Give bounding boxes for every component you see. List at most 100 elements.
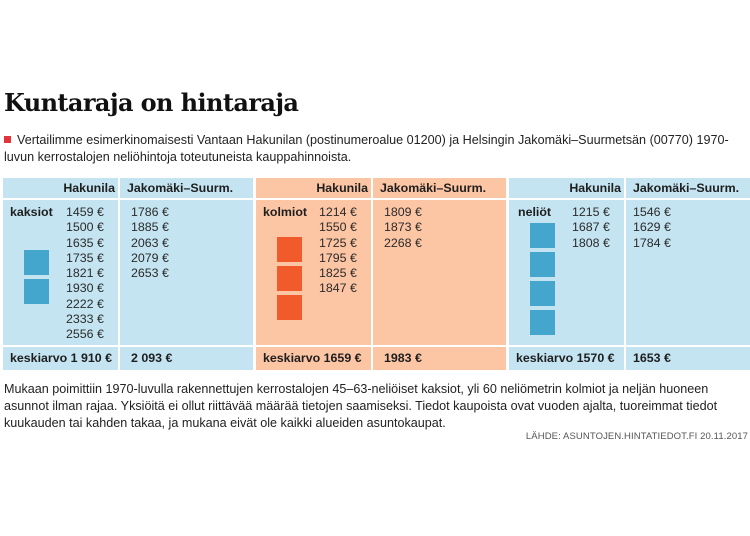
jakomaki-price-value: 2079 € (131, 250, 169, 265)
body-cell-hakunila: kolmiot 1214 €1550 €1725 €1795 €1825 €18… (256, 200, 371, 345)
avg-cell-hakunila: keskiarvo 1 910 € (3, 347, 118, 370)
jakomaki-price-value: 1873 € (384, 220, 422, 235)
intro-paragraph: Vertailimme esimerkinomaisesti Vantaan H… (4, 132, 744, 166)
avg-label: keskiarvo (263, 351, 321, 365)
header-cell-hakunila: Hakunila (3, 178, 118, 198)
hakunila-price-value: 1825 € (319, 266, 357, 281)
body-cell-jakomaki: 1786 €1885 €2063 €2079 €2653 € (120, 200, 253, 345)
avg-hakunila: 1570 € (576, 351, 615, 365)
body-row: neliöt 1215 €1687 €1808 € 1546 €1629 €17… (509, 200, 750, 345)
panel-neliot: Hakunila Jakomäki–Suurm. neliöt 1215 €16… (509, 178, 750, 371)
avg-cell-hakunila: keskiarvo 1659 € (256, 347, 371, 370)
header-row: Hakunila Jakomäki–Suurm. (509, 178, 750, 198)
header-jakomaki: Jakomäki–Suurm. (127, 181, 234, 195)
room-square-icon (277, 237, 302, 262)
room-square-icon (530, 310, 555, 335)
panel-kaksiot: Hakunila Jakomäki–Suurm. kaksiot 1459 €1… (3, 178, 253, 371)
jakomaki-price-value: 1809 € (384, 205, 422, 219)
header-cell-hakunila: Hakunila (256, 178, 371, 198)
hakunila-price-value: 2222 € (66, 296, 104, 311)
jakomaki-price-value: 1786 € (131, 205, 169, 219)
jakomaki-price-value: 2063 € (131, 235, 169, 250)
hakunila-price-value: 2556 € (66, 327, 104, 342)
hakunila-price-value: 1847 € (319, 281, 357, 296)
intro-text: Vertailimme esimerkinomaisesti Vantaan H… (4, 133, 729, 164)
jakomaki-price-value: 1546 € (633, 205, 671, 219)
hakunila-price-value: 2333 € (66, 312, 104, 327)
body-cell-hakunila: neliöt 1215 €1687 €1808 € (509, 200, 624, 345)
room-square-icon (530, 223, 555, 248)
room-icons (277, 237, 302, 324)
average-row: keskiarvo 1659 € 1983 € (256, 347, 506, 370)
avg-cell-hakunila: keskiarvo 1570 € (509, 347, 624, 370)
hakunila-price-value: 1795 € (319, 250, 357, 265)
avg-jakomaki: 2 093 € (131, 351, 173, 365)
header-row: Hakunila Jakomäki–Suurm. (3, 178, 253, 198)
avg-hakunila: 1659 € (323, 351, 362, 365)
avg-jakomaki: 1983 € (384, 351, 422, 365)
hakunila-price-value: 1635 € (66, 235, 104, 250)
avg-jakomaki: 1653 € (633, 351, 671, 365)
hakunila-price-value: 1215 € (572, 205, 610, 219)
jakomaki-values: 1546 €1629 €1784 € (633, 205, 671, 251)
hakunila-values: 1459 €1500 €1635 €1735 €1821 €1930 €2222… (66, 205, 104, 343)
jakomaki-price-value: 1629 € (633, 220, 671, 235)
bullet-square-icon (4, 136, 11, 143)
room-icons (530, 223, 555, 339)
jakomaki-price-value: 1784 € (633, 235, 671, 250)
header-cell-jakomaki: Jakomäki–Suurm. (120, 178, 253, 198)
avg-cell-jakomaki: 1653 € (626, 347, 750, 370)
header-hakunila: Hakunila (316, 181, 368, 195)
avg-hakunila: 1 910 € (70, 351, 112, 365)
avg-cell-jakomaki: 1983 € (373, 347, 506, 370)
body-cell-jakomaki: 1546 €1629 €1784 € (626, 200, 750, 345)
header-cell-jakomaki: Jakomäki–Suurm. (626, 178, 750, 198)
body-row: kaksiot 1459 €1500 €1635 €1735 €1821 €19… (3, 200, 253, 345)
hakunila-price-value: 1550 € (319, 220, 357, 235)
room-icons (24, 250, 49, 308)
category-label: kolmiot (263, 205, 308, 219)
footnote: Mukaan poimittiin 1970-luvulla rakennett… (4, 382, 718, 430)
body-row: kolmiot 1214 €1550 €1725 €1795 €1825 €18… (256, 200, 506, 345)
jakomaki-price-value: 1885 € (131, 220, 169, 235)
hakunila-values: 1214 €1550 €1725 €1795 €1825 €1847 € (319, 205, 357, 297)
avg-label: keskiarvo (516, 351, 574, 365)
page-title: Kuntaraja on hintaraja (4, 88, 299, 117)
room-square-icon (277, 295, 302, 320)
hakunila-price-value: 1214 € (319, 205, 357, 219)
header-hakunila: Hakunila (569, 181, 621, 195)
body-cell-jakomaki: 1809 €1873 €2268 € (373, 200, 506, 345)
hakunila-price-value: 1459 € (66, 205, 104, 219)
average-row: keskiarvo 1570 € 1653 € (509, 347, 750, 370)
hakunila-price-value: 1500 € (66, 220, 104, 235)
jakomaki-price-value: 2268 € (384, 235, 422, 250)
jakomaki-price-value: 2653 € (131, 266, 169, 281)
header-cell-hakunila: Hakunila (509, 178, 624, 198)
source-credit: LÄHDE: ASUNTOJEN.HINTATIEDOT.FI 20.11.20… (525, 431, 748, 442)
hakunila-price-value: 1687 € (572, 220, 610, 235)
jakomaki-values: 1809 €1873 €2268 € (384, 205, 422, 251)
hakunila-price-value: 1725 € (319, 235, 357, 250)
room-square-icon (277, 266, 302, 291)
room-square-icon (530, 281, 555, 306)
hakunila-price-value: 1930 € (66, 281, 104, 296)
body-cell-hakunila: kaksiot 1459 €1500 €1635 €1735 €1821 €19… (3, 200, 118, 345)
panel-kolmiot: Hakunila Jakomäki–Suurm. kolmiot 1214 €1… (256, 178, 506, 371)
header-row: Hakunila Jakomäki–Suurm. (256, 178, 506, 198)
header-cell-jakomaki: Jakomäki–Suurm. (373, 178, 506, 198)
avg-cell-jakomaki: 2 093 € (120, 347, 253, 370)
hakunila-price-value: 1808 € (572, 235, 610, 250)
header-hakunila: Hakunila (63, 181, 115, 195)
jakomaki-values: 1786 €1885 €2063 €2079 €2653 € (131, 205, 169, 281)
category-label: neliöt (518, 205, 552, 219)
hakunila-price-value: 1821 € (66, 266, 104, 281)
header-jakomaki: Jakomäki–Suurm. (380, 181, 487, 195)
average-row: keskiarvo 1 910 € 2 093 € (3, 347, 253, 370)
hakunila-price-value: 1735 € (66, 250, 104, 265)
hakunila-values: 1215 €1687 €1808 € (572, 205, 610, 251)
category-label: kaksiot (10, 205, 53, 219)
room-square-icon (24, 250, 49, 275)
avg-label: keskiarvo (10, 351, 68, 365)
header-jakomaki: Jakomäki–Suurm. (633, 181, 740, 195)
room-square-icon (24, 279, 49, 304)
